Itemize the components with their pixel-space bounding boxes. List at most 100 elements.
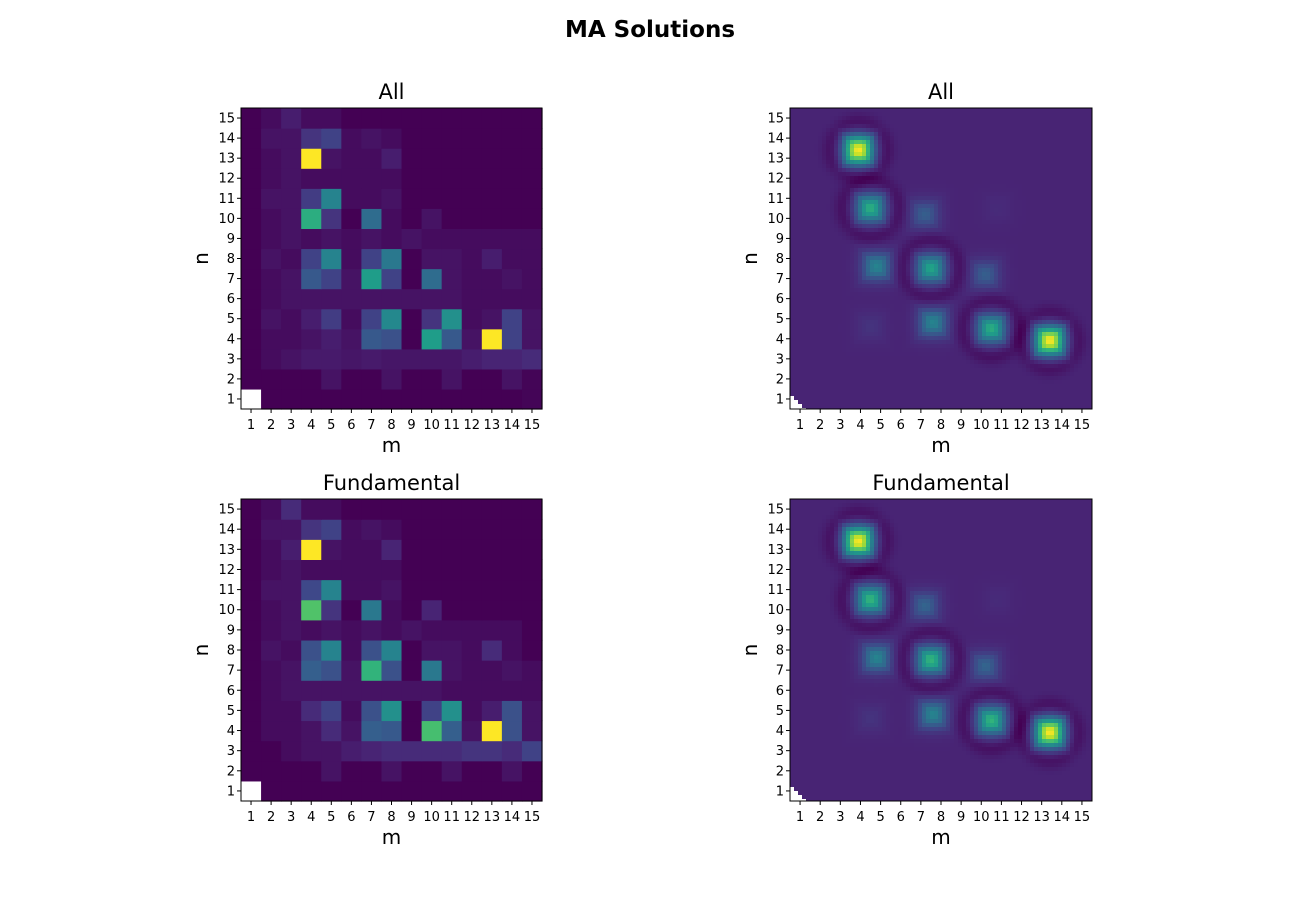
heatmap-cell [341,188,362,209]
heatmap-pixel [1058,168,1063,173]
heatmap-pixel [838,192,843,197]
heatmap-pixel [898,228,903,233]
heatmap-pixel [1042,136,1047,141]
heatmap-pixel [1026,176,1031,181]
heatmap-pixel [974,124,979,129]
heatmap-cell [361,188,383,209]
heatmap-pixel [814,152,819,157]
heatmap-pixel [938,256,943,261]
heatmap-pixel [1078,304,1083,309]
heatmap-pixel [1042,272,1047,277]
heatmap-pixel [958,344,963,349]
heatmap-pixel [818,220,823,225]
heatmap-pixel [1026,320,1031,325]
heatmap-pixel [874,252,879,257]
heatmap-pixel [990,116,995,121]
heatmap-pixel [994,288,999,293]
heatmap-pixel [1006,296,1011,301]
heatmap-pixel [1058,292,1063,297]
heatmap-pixel [906,212,911,217]
heatmap-pixel [1042,196,1047,201]
heatmap-pixel [882,288,887,293]
heatmap-pixel [1030,308,1035,313]
heatmap-pixel [930,292,935,297]
heatmap-pixel [822,236,827,241]
heatmap-pixel [914,272,919,277]
heatmap-pixel [950,144,955,149]
heatmap-pixel [950,112,955,117]
heatmap-cell [381,268,403,290]
heatmap-pixel [878,204,883,209]
heatmap-pixel [978,108,983,113]
heatmap-pixel [850,272,855,277]
heatmap-pixel [802,344,807,349]
heatmap-pixel [1090,164,1092,169]
heatmap-pixel [982,180,987,185]
heatmap-pixel [962,284,967,289]
heatmap-pixel [850,172,855,177]
heatmap-pixel [1046,148,1051,153]
heatmap-pixel [846,256,851,261]
heatmap-pixel [1070,132,1075,137]
heatmap-pixel [826,264,831,269]
heatmap-pixel [830,176,835,181]
heatmap-cell [401,268,423,290]
heatmap-pixel [894,348,899,353]
heatmap-pixel [970,152,975,157]
heatmap-cell [301,128,322,149]
heatmap-pixel [934,316,939,321]
heatmap-pixel [1022,144,1027,149]
heatmap-pixel [1050,308,1055,313]
heatmap-cell [501,208,523,229]
heatmap-pixel [1050,324,1055,329]
heatmap-pixel [886,316,891,321]
heatmap-pixel [946,256,951,261]
heatmap-pixel [814,128,819,133]
heatmap-pixel [898,324,903,329]
heatmap-pixel [926,268,931,273]
heatmap-pixel [1034,136,1039,141]
heatmap-pixel [898,328,903,333]
heatmap-pixel [806,216,811,221]
heatmap-pixel [802,120,807,125]
panel-title: All [378,80,404,104]
heatmap-pixel [950,352,955,357]
heatmap-pixel [902,300,907,305]
heatmap-pixel [1074,312,1079,317]
heatmap-pixel [866,172,871,177]
heatmap-pixel [990,152,995,157]
heatmap-pixel [1026,344,1031,349]
heatmap-pixel [942,208,947,213]
heatmap-pixel [942,312,947,317]
heatmap-pixel [898,304,903,309]
heatmap-pixel [838,184,843,189]
x-tick-label: 13 [484,418,501,433]
heatmap-pixel [798,272,803,277]
heatmap-pixel [938,200,943,205]
heatmap-cell [501,288,523,310]
heatmap-pixel [1030,252,1035,257]
heatmap-pixel [906,204,911,209]
heatmap-pixel [974,160,979,165]
heatmap-pixel [922,196,927,201]
heatmap-pixel [794,156,799,161]
heatmap-pixel [794,288,799,293]
heatmap-pixel [870,224,875,229]
heatmap-pixel [910,164,915,169]
heatmap-pixel [1046,220,1051,225]
heatmap-pixel [854,332,859,337]
heatmap-pixel [914,208,919,213]
heatmap-pixel [1082,212,1087,217]
heatmap-pixel [918,268,923,273]
heatmap-pixel [946,272,951,277]
heatmap-pixel [1030,128,1035,133]
heatmap-pixel [1086,312,1091,317]
heatmap-pixel [938,280,943,285]
heatmap-pixel [826,112,831,117]
heatmap-pixel [886,248,891,253]
heatmap-pixel [838,324,843,329]
heatmap-pixel [962,208,967,213]
heatmap-pixel [1090,220,1092,225]
heatmap-pixel [842,272,847,277]
heatmap-pixel [994,136,999,141]
